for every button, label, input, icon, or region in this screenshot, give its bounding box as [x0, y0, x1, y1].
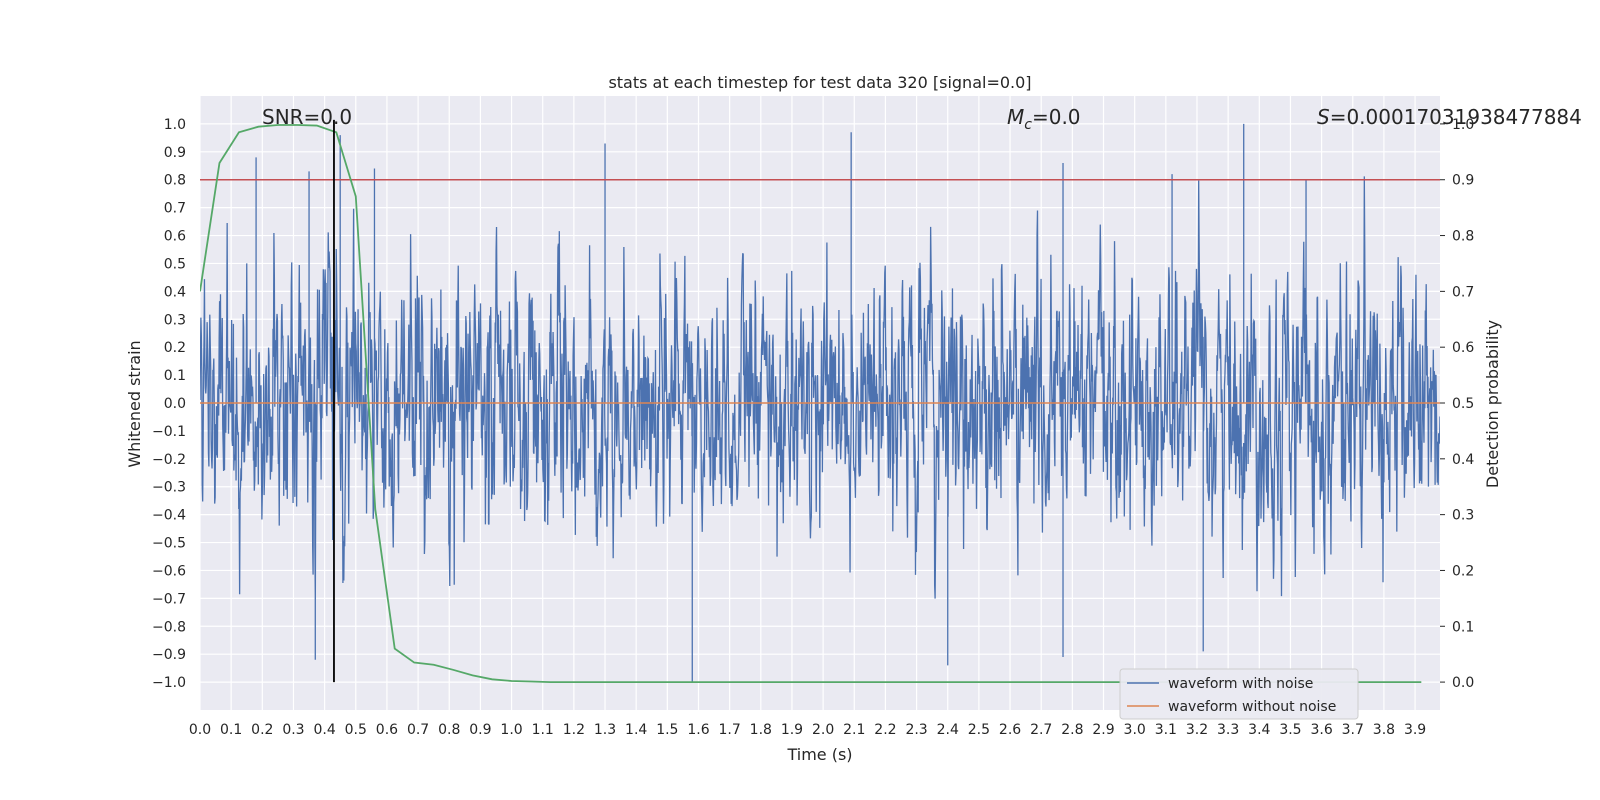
x-tick-label: 0.7 [407, 722, 429, 738]
y-tick-label: −0.2 [152, 452, 186, 468]
x-tick-label: 0.3 [282, 722, 304, 738]
x-tick-label: 2.9 [1092, 722, 1114, 738]
x-tick-label: 1.3 [594, 722, 616, 738]
annotation-s-symbol: S [1317, 105, 1330, 129]
annotation-chirp-mass-symbol: M [1007, 105, 1024, 129]
y-tick-label: 0.9 [164, 145, 186, 161]
x-tick-label: 0.1 [220, 722, 242, 738]
y-tick-label: 1.0 [164, 117, 186, 133]
plot-content [200, 119, 1440, 683]
y-tick-label: 0.0 [164, 396, 186, 412]
x-tick-label: 1.5 [656, 722, 678, 738]
y-tick-label: −0.4 [152, 508, 186, 524]
annotation-chirp-mass: Mc=0.0 [1007, 105, 1081, 133]
y-tick-label: 0.1 [164, 368, 186, 384]
x-tick-label: 1.0 [500, 722, 522, 738]
y-ticks-left: 1.0 0.9 0.8 0.7 0.6 0.5 0.4 0.3 0.2 0.1 0.0 −0.1 −0.… [152, 117, 186, 691]
y-tick-label-right: 0.2 [1452, 563, 1474, 579]
y-tick-label: 0.6 [164, 229, 186, 245]
y-tick-label-right: 0.3 [1452, 508, 1474, 524]
x-tick-label: 1.4 [625, 722, 647, 738]
x-tick-label: 0.6 [376, 722, 398, 738]
x-tick-label: 3.3 [1217, 722, 1239, 738]
y-tick-label: −0.7 [152, 591, 186, 607]
x-tick-label: 3.4 [1248, 722, 1270, 738]
legend: waveform with noise waveform without noi… [1119, 668, 1359, 720]
x-tick-label: 3.8 [1373, 722, 1395, 738]
x-tick-label: 0.5 [345, 722, 367, 738]
x-ticks: 0.0 0.1 0.2 0.3 0.4 0.5 0.6 0.7 0.8 0.9 1.0 1.1 1.2 1… [189, 722, 1426, 738]
y-tick-label: −0.1 [152, 424, 186, 440]
x-tick-label: 1.2 [563, 722, 585, 738]
annotation-s-value: =0.00017031938477884 [1330, 105, 1582, 129]
legend-box [1119, 668, 1359, 720]
legend-label-waveform-with-noise: waveform with noise [1168, 676, 1313, 692]
y-tick-label-right: 0.4 [1452, 452, 1474, 468]
y-tick-label: −0.9 [152, 647, 186, 663]
x-tick-label: 2.0 [812, 722, 834, 738]
x-tick-label: 1.7 [719, 722, 741, 738]
x-tick-label: 0.2 [251, 722, 273, 738]
y-tick-label: −0.5 [152, 536, 186, 552]
x-tick-label: 1.1 [532, 722, 554, 738]
x-tick-label: 3.1 [1155, 722, 1177, 738]
series-waveform-with-noise [200, 123, 1440, 683]
y-tick-label: −0.3 [152, 480, 186, 496]
y-tick-label: 0.4 [164, 284, 186, 300]
y-tick-label-right: 0.6 [1452, 340, 1474, 356]
x-tick-label: 3.7 [1342, 722, 1364, 738]
series-detection-probability [200, 124, 1422, 683]
x-tick-label: 2.4 [937, 722, 959, 738]
y-tick-label-right: 0.0 [1452, 675, 1474, 691]
y-tick-label: 0.8 [164, 173, 186, 189]
y-axis-label-right: Detection probability [1483, 320, 1502, 488]
x-tick-label: 2.1 [843, 722, 865, 738]
annotation-s: S=0.00017031938477884 [1317, 105, 1582, 129]
x-tick-label: 3.2 [1186, 722, 1208, 738]
x-tick-label: 2.7 [1030, 722, 1052, 738]
y-tick-label-right: 0.9 [1452, 173, 1474, 189]
y-tick-label-right: 1.0 [1452, 117, 1474, 133]
y-tick-label: 0.3 [164, 312, 186, 328]
y-tick-label: −0.8 [152, 619, 186, 635]
x-tick-label: 2.6 [999, 722, 1021, 738]
x-tick-label: 3.9 [1404, 722, 1426, 738]
annotation-chirp-mass-subscript: c [1024, 117, 1032, 133]
y-tick-label: 0.5 [164, 256, 186, 272]
y-tick-label-right: 0.7 [1452, 284, 1474, 300]
x-tick-label: 1.8 [750, 722, 772, 738]
y-ticks-right: 1.0 0.9 0.8 0.7 0.6 0.5 0.4 0.3 0.2 0.1 0.0 [1440, 117, 1474, 691]
y-tick-label: −0.6 [152, 563, 186, 579]
x-tick-label: 2.3 [905, 722, 927, 738]
x-tick-label: 3.6 [1310, 722, 1332, 738]
x-tick-label: 0.0 [189, 722, 211, 738]
x-tick-label: 1.6 [687, 722, 709, 738]
x-tick-label: 3.0 [1124, 722, 1146, 738]
x-tick-label: 2.8 [1061, 722, 1083, 738]
y-tick-label-right: 0.1 [1452, 619, 1474, 635]
x-axis-label: Time (s) [786, 745, 852, 764]
annotation-chirp-mass-value: =0.0 [1032, 105, 1081, 129]
x-tick-label: 3.5 [1279, 722, 1301, 738]
y-tick-label-right: 0.5 [1452, 396, 1474, 412]
annotation-snr: SNR=0.0 [262, 105, 352, 129]
x-tick-label: 1.9 [781, 722, 803, 738]
x-tick-label: 0.4 [313, 722, 335, 738]
chart-title: stats at each timestep for test data 320… [608, 73, 1031, 92]
x-tick-label: 0.8 [438, 722, 460, 738]
y-tick-label-right: 0.8 [1452, 229, 1474, 245]
y-axis-label: Whitened strain [125, 340, 144, 467]
y-tick-label: 0.2 [164, 340, 186, 356]
x-tick-label: 2.2 [874, 722, 896, 738]
x-tick-label: 0.9 [469, 722, 491, 738]
x-tick-label: 2.5 [968, 722, 990, 738]
legend-label-waveform-without-noise: waveform without noise [1168, 699, 1336, 715]
y-tick-label: 0.7 [164, 201, 186, 217]
y-tick-label: −1.0 [152, 675, 186, 691]
